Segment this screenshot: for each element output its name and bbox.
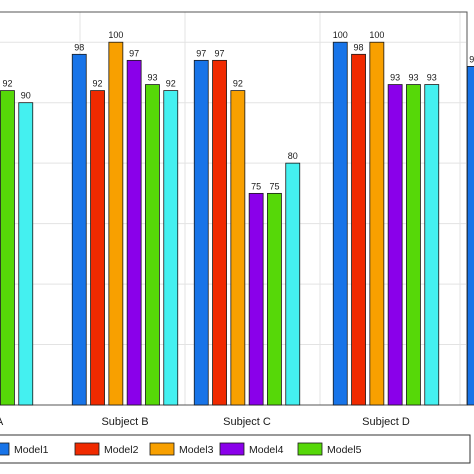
bar-value-label: 80 <box>288 151 298 161</box>
bar <box>387 84 403 406</box>
bar <box>145 84 160 406</box>
bar-value-label: 98 <box>74 42 84 52</box>
bar-value-label: 97 <box>215 48 225 58</box>
bar <box>163 90 179 406</box>
bar-value-label: 92 <box>166 79 176 89</box>
bar-value-label: 92 <box>2 79 12 89</box>
bar <box>285 162 301 406</box>
category-label: Subject A <box>0 416 4 428</box>
bar <box>424 84 440 406</box>
category-label: Subject C <box>223 416 271 428</box>
bar <box>193 59 209 406</box>
legend-swatch <box>219 442 245 456</box>
bar-value-label: 96 <box>469 54 474 64</box>
legend-swatch <box>74 442 100 456</box>
bar <box>332 41 348 406</box>
bar-value-label: 75 <box>269 181 279 191</box>
bar <box>108 41 124 406</box>
bar <box>90 90 105 406</box>
bar <box>18 102 34 406</box>
bar <box>406 84 421 406</box>
legend-swatch <box>0 442 10 456</box>
bar-value-label: 75 <box>251 181 261 191</box>
legend-label: Model3 <box>179 444 214 456</box>
legend: Model1 Model2 Model3 Model4 Model5 <box>0 434 471 464</box>
bar-value-label: 100 <box>333 30 348 40</box>
bar-value-label: 100 <box>108 30 123 40</box>
bar <box>0 90 15 406</box>
bar-value-label: 100 <box>369 30 384 40</box>
category-label: Subject D <box>362 416 410 428</box>
bars <box>0 41 474 406</box>
bar <box>369 41 385 406</box>
bar <box>466 66 474 406</box>
bar-value-label: 93 <box>408 73 418 83</box>
bar-value-label: 97 <box>129 48 139 58</box>
bar-value-label: 93 <box>427 73 437 83</box>
legend-label: Model4 <box>249 444 284 456</box>
bar <box>212 59 227 406</box>
legend-label: Model1 <box>14 444 49 456</box>
legend-swatch <box>149 442 175 456</box>
legend-label: Model5 <box>327 444 362 456</box>
bar-value-label: 92 <box>93 79 103 89</box>
bar-value-label: 98 <box>354 42 364 52</box>
legend-swatch <box>297 442 323 456</box>
bar <box>230 90 246 406</box>
bar <box>126 59 142 406</box>
bar-value-label: 90 <box>21 91 31 101</box>
category-label: Subject B <box>101 416 148 428</box>
bar-value-label: 92 <box>233 79 243 89</box>
bar-value-label: 93 <box>390 73 400 83</box>
data-labels: 93 92 90 98 92 100 97 93 92 97 97 92 75 75 80 100 98 100 9… <box>2 30 474 191</box>
bar <box>267 192 282 406</box>
bar <box>248 192 264 406</box>
legend-label: Model2 <box>104 444 139 456</box>
bar <box>351 53 366 406</box>
bar <box>71 53 87 406</box>
bar-value-label: 97 <box>196 48 206 58</box>
bar-value-label: 93 <box>147 73 157 83</box>
